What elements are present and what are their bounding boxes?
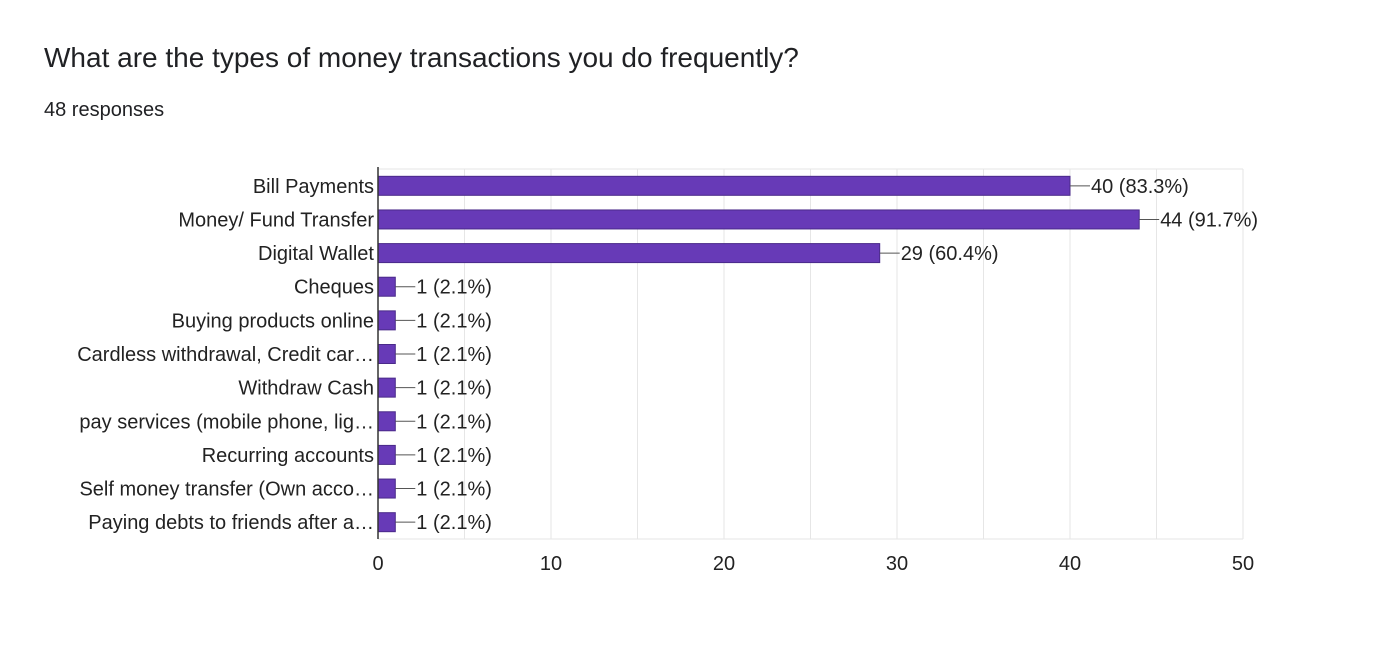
category-label: Money/ Fund Transfer [178,209,374,231]
grid-lines [378,168,1244,540]
x-tick-label: 0 [372,553,383,575]
data-label: 1 (2.1%) [416,445,492,467]
x-tick-label: 40 [1059,553,1081,575]
category-label: Bill Payments [253,176,374,198]
x-tick-label: 20 [713,553,735,575]
bar [377,243,881,264]
bar [377,512,396,533]
category-label: Cheques [294,277,374,299]
bar [377,175,1071,196]
data-label: 1 (2.1%) [416,277,492,299]
category-label: Recurring accounts [202,445,374,467]
data-label: 1 (2.1%) [416,411,492,433]
category-label: Paying debts to friends after a… [88,512,374,534]
data-label: 1 (2.1%) [416,344,492,366]
data-label: 1 (2.1%) [416,479,492,501]
category-label: Self money transfer (Own acco… [79,479,374,501]
x-tick-label: 10 [540,553,562,575]
bar [377,478,396,499]
x-tick-label: 30 [886,553,908,575]
category-label: Withdraw Cash [238,378,374,400]
response-count: 48 responses [44,99,165,121]
x-tick-label: 50 [1232,553,1254,575]
data-label: 1 (2.1%) [416,378,492,400]
data-label: 1 (2.1%) [416,310,492,332]
category-label: Buying products online [172,310,374,332]
data-label: 29 (60.4%) [901,243,999,265]
category-label: pay services (mobile phone, lig… [79,411,374,433]
bar [377,444,396,465]
bar [377,377,396,398]
bar [377,344,396,364]
data-label: 44 (91.7%) [1160,209,1258,231]
bar [377,411,396,432]
bar [377,310,396,331]
x-tick-labels: 0 10 20 30 40 50 [372,553,1254,575]
bar [377,276,396,297]
data-label: 1 (2.1%) [416,512,492,534]
category-label: Cardless withdrawal, Credit car… [77,344,374,366]
category-label: Digital Wallet [258,243,374,265]
category-labels: Bill Payments Money/ Fund Transfer Digital… [77,176,374,534]
question-title: What are the types of money transactions… [44,42,799,73]
bar [377,209,1140,230]
bars [377,175,1140,533]
data-labels: 40 (83.3%) 44 (91.7%) 29 (60.4%) 1 (2.1%) 1 … [395,176,1258,534]
data-label: 40 (83.3%) [1091,176,1189,198]
